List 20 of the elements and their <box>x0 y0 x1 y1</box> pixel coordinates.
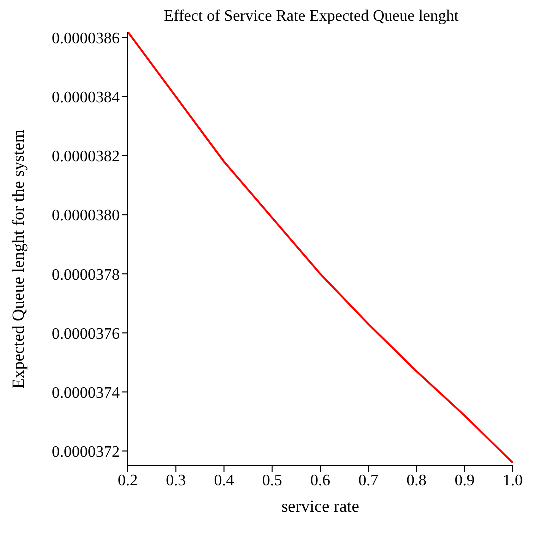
y-tick-label: 0.0000380 <box>52 208 120 225</box>
x-tick-label: 1.0 <box>503 472 523 490</box>
x-tick-label: 0.9 <box>454 472 475 490</box>
x-tick-label: 0.5 <box>262 472 282 490</box>
y-tick-label: 0.0000378 <box>52 266 120 284</box>
y-tick-label: 0.0000382 <box>52 148 120 166</box>
x-tick-label: 0.3 <box>166 472 186 490</box>
x-tick-label: 0.2 <box>118 472 138 490</box>
chart-title: Effect of Service Rate Expected Queue lenght <box>163 8 460 26</box>
x-tick-label: 0.8 <box>406 472 427 490</box>
y-tick-label: 0.0000376 <box>52 326 120 343</box>
x-tick-label: 0.6 <box>310 472 330 490</box>
y-tick-label: 0.0000386 <box>52 30 120 48</box>
x-axis-title: service rate <box>282 497 360 516</box>
x-tick-label: 0.7 <box>358 472 379 490</box>
y-tick-label: 0.0000372 <box>52 444 120 461</box>
x-tick-label: 0.4 <box>214 472 234 490</box>
y-axis-title: Expected Queue lenght for the system <box>9 130 28 389</box>
y-tick-label: 0.0000374 <box>52 384 120 402</box>
y-tick-label: 0.0000384 <box>52 90 120 107</box>
